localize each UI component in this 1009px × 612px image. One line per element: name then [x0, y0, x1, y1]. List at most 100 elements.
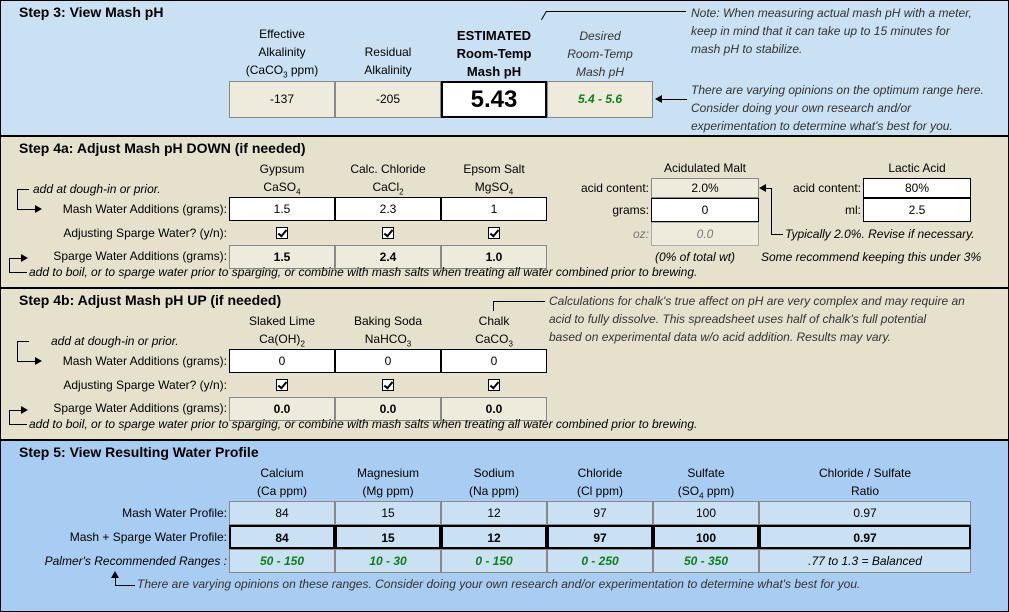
dough-in-label: add at dough-in or prior.	[33, 182, 161, 196]
chalk-header: Chalk CaCO3	[475, 314, 513, 349]
ratio-header: Chloride / Sulfate Ratio	[818, 466, 912, 498]
residual-alkalinity-header: Residual Alkalinity	[364, 45, 412, 77]
mash-ph-note: Note: When measuring actual mash pH with…	[691, 6, 972, 56]
slaked-lime-sparge-value: 0.0	[229, 397, 335, 421]
adjust-sparge-label: Adjusting Sparge Water? (y/n):	[63, 226, 227, 240]
arrow-right-icon	[35, 357, 42, 365]
acid-malt-content-value[interactable]: 2.0%	[651, 178, 759, 198]
arrow-left-icon	[655, 95, 662, 103]
step5-title: Step 5: View Resulting Water Profile	[19, 444, 259, 460]
step4b-section: Step 4b: Adjust Mash pH UP (if needed) S…	[1, 289, 1008, 441]
acid-malt-grams-label: grams:	[612, 203, 649, 217]
desired-ph-header: Desired Room-Temp Mash pH	[567, 29, 633, 79]
palmer-magnesium: 10 - 30	[335, 549, 441, 573]
residual-alkalinity-value: -205	[335, 81, 441, 118]
arrow-right-icon	[21, 254, 28, 262]
palmer-calcium: 50 - 150	[229, 549, 335, 573]
lactic-content-input[interactable]: 80%	[863, 178, 971, 198]
gypsum-sparge-checkbox[interactable]	[276, 226, 288, 239]
arrow-up-icon	[111, 571, 119, 578]
mash-sulfate: 100	[653, 501, 759, 525]
palmer-sodium: 0 - 150	[441, 549, 547, 573]
combined-chloride: 97	[547, 525, 653, 549]
mash-sodium: 12	[441, 501, 547, 525]
calcium-chloride-sparge-checkbox[interactable]	[382, 226, 394, 239]
mash-ratio: 0.97	[759, 501, 971, 525]
calcium-chloride-sparge-value: 2.4	[335, 245, 441, 269]
mash-chloride: 97	[547, 501, 653, 525]
chalk-sparge-value: 0.0	[441, 397, 547, 421]
calcium-chloride-mash-input[interactable]: 2.3	[335, 197, 441, 221]
mash-additions-label: Mash Water Additions (grams):	[62, 354, 227, 368]
epsom-salt-mash-input[interactable]: 1	[441, 197, 547, 221]
sulfate-header: Sulfate (SO4 ppm)	[677, 466, 735, 501]
palmer-sulfate: 50 - 350	[653, 549, 759, 573]
step3-title: Step 3: View Mash pH	[19, 4, 164, 20]
sparge-note: add to boil, or to sparge water prior to…	[29, 417, 698, 431]
gypsum-mash-input[interactable]: 1.5	[229, 197, 335, 221]
arrow-left-icon	[759, 184, 766, 192]
step4a-section: Step 4a: Adjust Mash pH DOWN (if needed)…	[1, 137, 1008, 289]
step3-section: Step 3: View Mash pH Effective Alkalinit…	[1, 1, 1008, 137]
effective-unit: (CaCO3 ppm)	[245, 63, 319, 80]
ranges-note: There are varying opinions on these rang…	[137, 577, 861, 591]
sodium-header: Sodium (Na ppm)	[468, 466, 519, 498]
baking-soda-header: Baking Soda NaHCO3	[353, 314, 423, 349]
adjust-sparge-label: Adjusting Sparge Water? (y/n):	[63, 378, 227, 392]
estimated-ph-header: ESTIMATED Room-Temp Mash pH	[456, 28, 532, 79]
baking-soda-sparge-value: 0.0	[335, 397, 441, 421]
combined-calcium: 84	[229, 525, 335, 549]
acid-malt-oz-value: 0.0	[651, 222, 759, 246]
acid-malt-grams-input[interactable]: 0	[651, 198, 759, 222]
slaked-lime-sparge-checkbox[interactable]	[276, 378, 288, 391]
gypsum-sparge-value: 1.5	[229, 245, 335, 269]
estimated-ph-value: 5.43	[441, 81, 547, 118]
chalk-note: Calculations for chalk's true affect on …	[549, 294, 965, 344]
chalk-mash-input[interactable]: 0	[441, 349, 547, 373]
chloride-header: Chloride (Cl ppm)	[576, 466, 623, 498]
note-arrow-line	[546, 11, 686, 12]
epsom-salt-sparge-checkbox[interactable]	[488, 226, 500, 239]
calcium-chloride-header: Calc. Chloride CaCl2	[350, 162, 426, 197]
sparge-additions-label: Sparge Water Additions (grams):	[53, 249, 227, 263]
palmer-label: Palmer's Recommended Ranges :	[44, 554, 227, 568]
palmer-chloride: 0 - 250	[547, 549, 653, 573]
combined-sulfate: 100	[653, 525, 759, 549]
effective-alkalinity-header: Effective Alkalinity (CaCO3 ppm)	[229, 25, 335, 84]
lactic-ml-input[interactable]: 2.5	[863, 198, 971, 222]
mash-calcium: 84	[229, 501, 335, 525]
slaked-lime-header: Slaked Lime Ca(OH)2	[248, 314, 316, 349]
acid-malt-pct-note: (0% of total wt)	[655, 250, 736, 264]
lactic-note: Some recommend keeping this under 3%	[761, 250, 982, 264]
gypsum-header: Gypsum CaSO4	[259, 162, 305, 197]
sparge-additions-label: Sparge Water Additions (grams):	[53, 401, 227, 415]
lactic-ml-label: ml:	[845, 203, 861, 217]
step4a-title: Step 4a: Adjust Mash pH DOWN (if needed)	[19, 140, 306, 156]
combined-magnesium: 15	[335, 525, 441, 549]
combined-sodium: 12	[441, 525, 547, 549]
arrow-right-icon	[35, 205, 42, 213]
combined-profile-label: Mash + Sparge Water Profile:	[69, 530, 227, 544]
lactic-acid-title: Lactic Acid	[888, 161, 946, 175]
arrow-right-icon	[21, 406, 28, 414]
acid-malt-content-label: acid content:	[580, 181, 649, 195]
acidulated-malt-title: Acidulated Malt	[663, 161, 747, 175]
acid-malt-typical-note: Typically 2.0%. Revise if necessary.	[785, 227, 975, 241]
sparge-note: add to boil, or to sparge water prior to…	[29, 265, 698, 279]
mash-magnesium: 15	[335, 501, 441, 525]
acid-malt-oz-label: oz:	[632, 227, 649, 241]
chalk-sparge-checkbox[interactable]	[488, 378, 500, 391]
optimum-range-note: There are varying opinions on the optimu…	[691, 83, 984, 133]
palmer-ratio: .77 to 1.3 = Balanced	[759, 549, 971, 573]
baking-soda-sparge-checkbox[interactable]	[382, 378, 394, 391]
epsom-salt-sparge-value: 1.0	[441, 245, 547, 269]
calcium-header: Calcium (Ca ppm)	[256, 466, 307, 498]
step5-section: Step 5: View Resulting Water Profile Cal…	[1, 441, 1008, 611]
baking-soda-mash-input[interactable]: 0	[335, 349, 441, 373]
mash-profile-label: Mash Water Profile:	[122, 506, 227, 520]
lactic-content-label: acid content:	[792, 181, 861, 195]
combined-ratio: 0.97	[759, 525, 971, 549]
slaked-lime-mash-input[interactable]: 0	[229, 349, 335, 373]
desired-ph-value: 5.4 - 5.6	[547, 81, 653, 118]
